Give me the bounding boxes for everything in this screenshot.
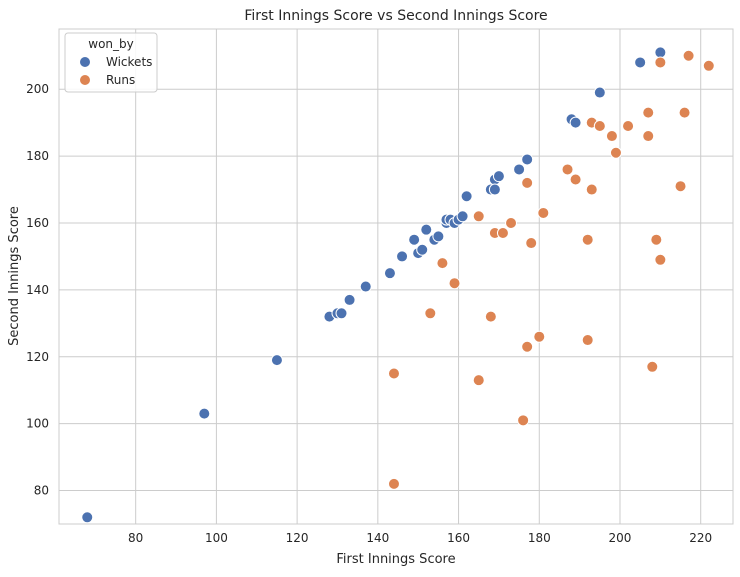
- legend-marker-wickets: [79, 56, 91, 68]
- data-point-runs: [654, 56, 667, 69]
- data-point-wickets: [198, 407, 211, 420]
- data-point-runs: [521, 340, 534, 353]
- data-point-wickets: [654, 46, 667, 59]
- data-point-wickets: [521, 153, 534, 166]
- data-point-runs: [702, 59, 715, 72]
- x-tick-label: 220: [689, 531, 712, 545]
- data-point-runs: [585, 183, 598, 196]
- data-point-runs: [593, 119, 606, 132]
- data-point-runs: [448, 277, 461, 290]
- data-point-wickets: [343, 293, 356, 306]
- y-tick-label: 140: [26, 283, 49, 297]
- data-point-runs: [525, 237, 538, 250]
- legend-label-wickets: Wickets: [106, 55, 152, 69]
- tick-label-layer: 80 100 120 140 160 180 200 220 80 100 120 140 160 180…: [26, 82, 712, 545]
- data-point-wickets: [383, 267, 396, 280]
- data-point-runs: [646, 360, 659, 373]
- data-point-runs: [521, 176, 534, 189]
- data-point-runs: [642, 130, 655, 143]
- data-point-runs: [387, 477, 400, 490]
- y-tick-label: 180: [26, 149, 49, 163]
- data-point-runs: [517, 414, 530, 427]
- data-point-wickets: [432, 230, 445, 243]
- chart-title: First Innings Score vs Second Innings Sc…: [244, 8, 547, 24]
- y-tick-label: 80: [34, 484, 49, 498]
- x-tick-label: 180: [528, 531, 551, 545]
- data-point-wickets: [270, 354, 283, 367]
- x-tick-label: 100: [205, 531, 228, 545]
- data-point-runs: [650, 233, 663, 246]
- legend-label-runs: Runs: [106, 73, 135, 87]
- data-point-wickets: [416, 243, 429, 256]
- data-point-runs: [387, 367, 400, 380]
- data-point-runs: [496, 227, 509, 240]
- x-tick-label: 80: [128, 531, 143, 545]
- data-point-wickets: [396, 250, 409, 263]
- data-point-wickets: [488, 183, 501, 196]
- x-tick-label: 200: [609, 531, 632, 545]
- data-point-wickets: [335, 307, 348, 320]
- x-tick-label: 160: [447, 531, 470, 545]
- data-point-wickets: [456, 210, 469, 223]
- data-point-wickets: [593, 86, 606, 99]
- data-point-runs: [561, 163, 574, 176]
- data-point-runs: [622, 119, 635, 132]
- data-point-runs: [569, 173, 582, 186]
- legend-marker-runs: [79, 74, 91, 86]
- data-point-wickets: [513, 163, 526, 176]
- plot-background: [58, 28, 734, 525]
- legend-title: won_by: [88, 37, 133, 51]
- data-point-wickets: [408, 233, 421, 246]
- data-point-wickets: [492, 170, 505, 183]
- data-point-wickets: [359, 280, 372, 293]
- data-point-runs: [424, 307, 437, 320]
- data-point-wickets: [81, 511, 94, 524]
- y-tick-label: 200: [26, 82, 49, 96]
- data-point-runs: [436, 257, 449, 270]
- y-tick-label: 100: [26, 417, 49, 431]
- data-point-runs: [605, 130, 618, 143]
- data-point-runs: [654, 253, 667, 266]
- legend: won_by Wickets Runs: [64, 32, 158, 93]
- data-point-runs: [674, 180, 687, 193]
- data-point-runs: [682, 49, 695, 62]
- x-tick-label: 120: [286, 531, 309, 545]
- x-axis-label: First Innings Score: [336, 552, 455, 567]
- data-point-runs: [581, 334, 594, 347]
- data-point-runs: [472, 210, 485, 223]
- data-point-runs: [537, 206, 550, 219]
- x-tick-label: 140: [366, 531, 389, 545]
- y-tick-label: 120: [26, 350, 49, 364]
- data-point-wickets: [460, 190, 473, 203]
- data-point-layer: [81, 46, 715, 524]
- data-point-runs: [484, 310, 497, 323]
- data-point-runs: [678, 106, 691, 119]
- y-axis-label: Second Innings Score: [7, 206, 22, 346]
- data-point-runs: [533, 330, 546, 343]
- data-point-runs: [609, 146, 622, 159]
- data-point-wickets: [634, 56, 647, 69]
- data-point-runs: [505, 216, 518, 229]
- data-point-runs: [581, 233, 594, 246]
- data-point-wickets: [420, 223, 433, 236]
- data-point-wickets: [569, 116, 582, 129]
- y-tick-label: 160: [26, 216, 49, 230]
- data-point-runs: [472, 374, 485, 387]
- data-point-runs: [642, 106, 655, 119]
